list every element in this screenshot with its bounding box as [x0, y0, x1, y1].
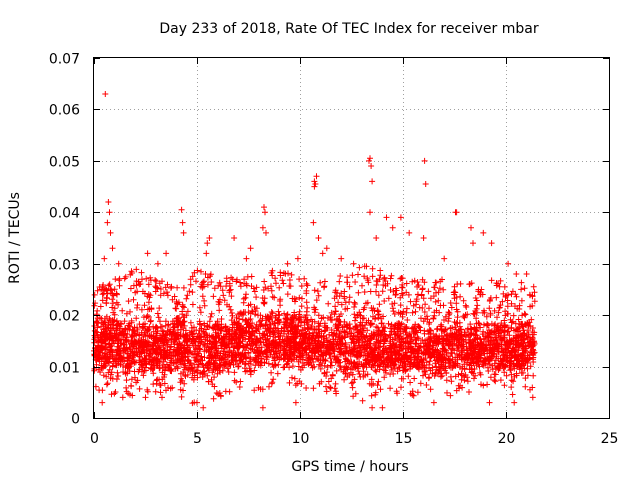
- y-tick-label: 0.05: [49, 155, 80, 171]
- x-tick-label: 0: [90, 431, 99, 447]
- x-tick-labels: 0 5 10 15 20 25: [90, 431, 618, 447]
- x-tick-label: 25: [601, 431, 619, 447]
- x-tick-label: 15: [395, 431, 413, 447]
- axis-ticks: [94, 58, 610, 419]
- x-axis-label: GPS time / hours: [291, 459, 408, 475]
- scatter-points: [91, 91, 538, 411]
- y-tick-label: 0.02: [49, 309, 80, 325]
- x-tick-label: 10: [292, 431, 310, 447]
- y-tick-label: 0.03: [49, 258, 80, 274]
- x-tick-label: 20: [498, 431, 516, 447]
- plot-frame: [93, 57, 610, 419]
- y-tick-label: 0: [71, 412, 80, 428]
- y-tick-label: 0.04: [49, 206, 80, 222]
- y-tick-label: 0.07: [49, 52, 80, 68]
- y-tick-label: 0.01: [49, 361, 80, 377]
- y-tick-labels: 0 0.01 0.02 0.03 0.04 0.05 0.06 0.07: [49, 52, 80, 428]
- chart-title: Day 233 of 2018, Rate Of TEC Index for r…: [159, 21, 538, 37]
- y-axis-label: ROTI / TECUs: [7, 192, 23, 284]
- data-points: [91, 91, 538, 411]
- y-tick-label: 0.06: [49, 103, 80, 119]
- x-tick-label: 5: [193, 431, 202, 447]
